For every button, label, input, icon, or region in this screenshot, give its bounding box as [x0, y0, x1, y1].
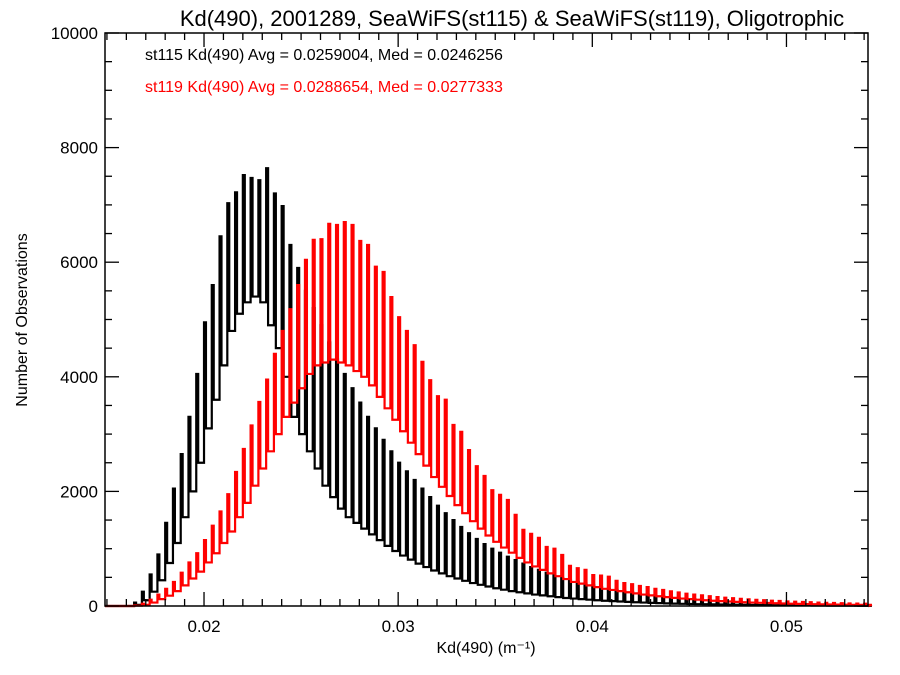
y-tick-label: 8000 — [60, 139, 98, 158]
legend-st115: st115 Kd(490) Avg = 0.0259004, Med = 0.0… — [145, 47, 503, 64]
x-tick-labels: 0.02 0.03 0.04 0.05 — [187, 617, 803, 636]
chart-title: Kd(490), 2001289, SeaWiFS(st115) & SeaWi… — [180, 6, 844, 31]
x-tick-label: 0.04 — [576, 617, 609, 636]
legend-st119: st119 Kd(490) Avg = 0.0288654, Med = 0.0… — [145, 79, 503, 96]
ticks-layer — [105, 32, 868, 607]
y-tick-labels: 0 2000 4000 6000 8000 10000 — [51, 24, 98, 616]
x-axis-label: Kd(490) (m⁻¹) — [436, 640, 535, 657]
y-tick-label: 10000 — [51, 24, 98, 43]
y-tick-label: 4000 — [60, 368, 98, 387]
y-tick-label: 2000 — [60, 482, 98, 501]
y-axis-label: Number of Observations — [14, 233, 31, 406]
y-tick-label: 0 — [89, 597, 98, 616]
series-layer — [105, 167, 873, 608]
x-tick-label: 0.02 — [187, 617, 220, 636]
x-tick-label: 0.03 — [382, 617, 415, 636]
y-tick-label: 6000 — [60, 253, 98, 272]
x-tick-label: 0.05 — [770, 617, 803, 636]
